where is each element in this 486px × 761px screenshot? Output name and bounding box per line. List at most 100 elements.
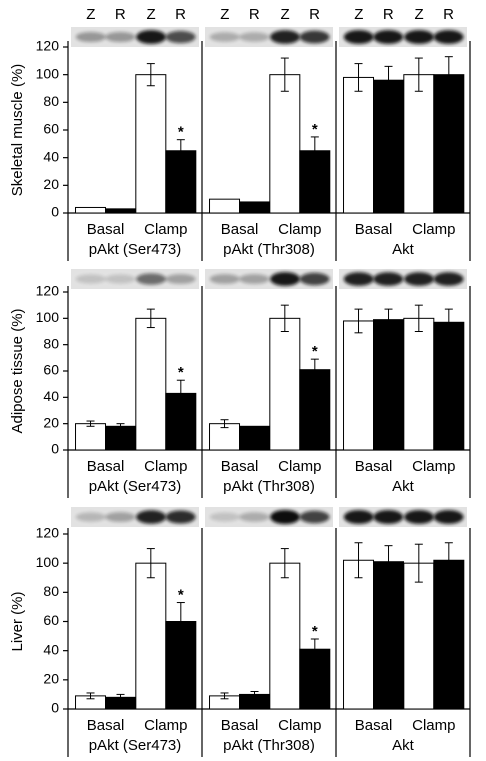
blot-band: [75, 274, 106, 284]
x-tick-label: Basal: [221, 717, 259, 734]
blot-band: [136, 30, 167, 44]
y-axis-label: Liver (%): [9, 591, 26, 651]
blot-band: [105, 274, 136, 284]
x-tick-label: Basal: [87, 717, 125, 734]
error-bar: [444, 56, 453, 93]
blot-band: [343, 510, 374, 524]
y-axis-label: Adipose tissue (%): [9, 308, 26, 433]
blot-band: [404, 510, 435, 524]
y-tick-label: 80: [43, 93, 59, 109]
bar: [373, 561, 405, 710]
blot-band: [299, 30, 330, 44]
error-bar: [444, 308, 453, 336]
bar: [343, 76, 375, 214]
blot-band: [433, 510, 464, 524]
blot-band: [433, 30, 464, 44]
lane-label: Z: [280, 6, 289, 23]
error-bar: [146, 63, 155, 87]
significance-mark: *: [312, 343, 318, 360]
bar: [135, 562, 167, 710]
x-tick-label: Clamp: [412, 221, 455, 238]
x-axis-label: pAkt (Thr308): [223, 478, 315, 495]
blot-band: [270, 272, 301, 286]
lane-label: R: [309, 6, 320, 23]
error-bar: [444, 542, 453, 578]
bar: [269, 317, 301, 451]
y-tick-label: 120: [36, 283, 60, 299]
error-bar: [220, 692, 229, 700]
x-tick-label: Clamp: [412, 458, 455, 475]
x-tick-label: Basal: [87, 221, 125, 238]
blot-band: [105, 512, 136, 522]
bar: [239, 201, 271, 214]
lane-label: Z: [414, 6, 423, 23]
y-tick-label: 100: [36, 309, 60, 325]
blot-band: [404, 30, 435, 44]
bar: [239, 425, 271, 451]
blot-band: [270, 510, 301, 524]
y-tick-label: 120: [36, 525, 60, 541]
error-bar: [310, 136, 319, 165]
significance-mark: *: [178, 587, 184, 604]
x-axis-label: pAkt (Ser473): [89, 478, 182, 495]
x-axis-label: pAkt (Thr308): [223, 737, 315, 754]
error-bar: [354, 63, 363, 92]
y-tick-label: 0: [51, 204, 59, 220]
lane-label: Z: [220, 6, 229, 23]
y-tick-label: 100: [36, 65, 60, 81]
error-bar: [116, 693, 125, 701]
y-axis-label: Skeletal muscle (%): [9, 64, 26, 197]
x-axis-label: pAkt (Thr308): [223, 241, 315, 258]
lane-label: R: [175, 6, 186, 23]
lane-label: Z: [146, 6, 155, 23]
blot-band: [209, 32, 240, 42]
x-tick-label: Basal: [355, 458, 393, 475]
blot-band: [343, 272, 374, 286]
error-bar: [384, 545, 393, 578]
blot-band: [343, 30, 374, 44]
y-tick-label: 20: [43, 414, 59, 430]
bar: [209, 198, 241, 214]
y-tick-label: 60: [43, 362, 59, 378]
error-bar: [176, 602, 185, 641]
error-bar: [354, 308, 363, 334]
bar: [433, 74, 465, 214]
x-tick-label: Clamp: [278, 221, 321, 238]
error-bar: [280, 304, 289, 332]
bar: [343, 320, 375, 451]
y-tick-label: 80: [43, 583, 59, 599]
x-tick-label: Clamp: [144, 717, 187, 734]
blot-band: [165, 30, 196, 44]
bar: [343, 559, 375, 710]
error-bar: [354, 542, 363, 579]
y-tick-label: 20: [43, 176, 59, 192]
y-tick-label: 40: [43, 641, 59, 657]
bar: [75, 423, 107, 451]
x-tick-label: Clamp: [278, 717, 321, 734]
blot-band: [75, 512, 106, 522]
bar: [135, 317, 167, 451]
error-bar: [146, 308, 155, 329]
blot-band: [105, 31, 136, 43]
lane-label: R: [249, 6, 260, 23]
blot-band: [209, 274, 240, 284]
x-tick-label: Basal: [221, 458, 259, 475]
x-tick-label: Clamp: [412, 717, 455, 734]
x-axis-label: pAkt (Ser473): [89, 737, 182, 754]
y-tick-label: 40: [43, 148, 59, 164]
x-tick-label: Clamp: [144, 458, 187, 475]
y-tick-label: 80: [43, 335, 59, 351]
blot-band: [165, 510, 196, 524]
blot-band: [373, 510, 404, 524]
bar: [373, 79, 405, 214]
x-tick-label: Basal: [355, 717, 393, 734]
bar: [269, 74, 301, 214]
bar: [75, 206, 107, 214]
bar: [269, 562, 301, 710]
error-bar: [280, 548, 289, 579]
blot-band: [209, 512, 240, 522]
error-bar: [414, 543, 423, 583]
significance-mark: *: [312, 623, 318, 640]
bar: [299, 369, 331, 451]
error-bar: [86, 692, 95, 700]
